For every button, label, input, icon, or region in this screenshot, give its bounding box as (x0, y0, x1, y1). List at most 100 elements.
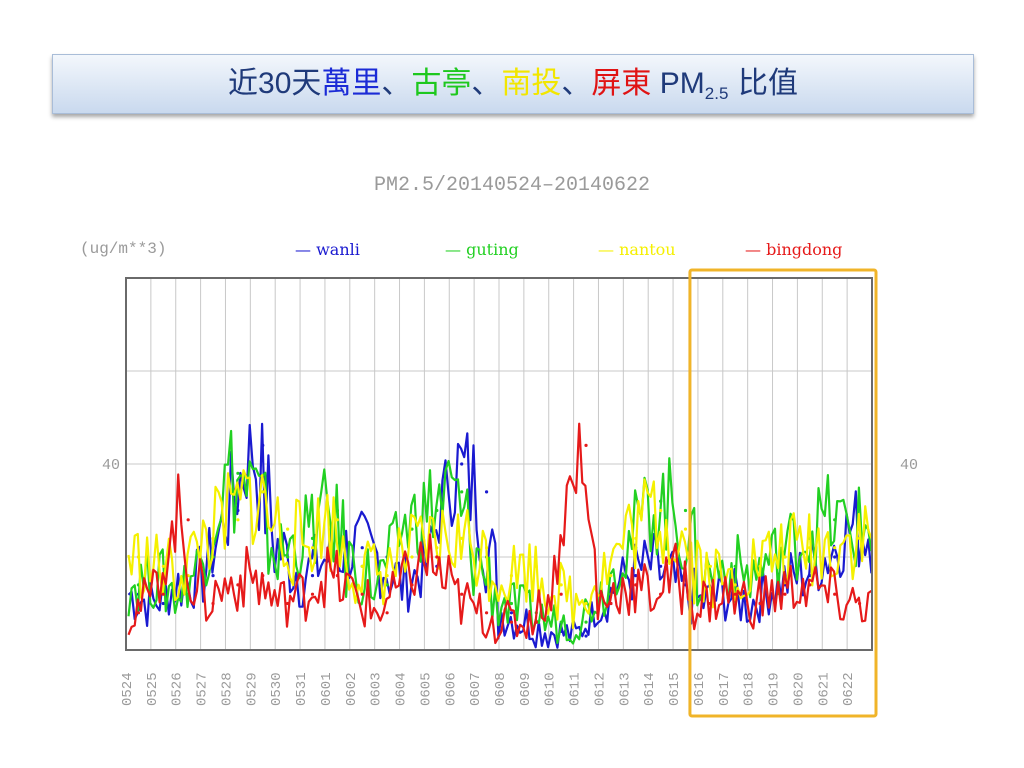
data-point-bingdong (733, 592, 737, 596)
data-point-bingdong (286, 601, 290, 606)
legend-label-nantou: nantou (619, 240, 676, 259)
data-point-nantou (385, 574, 389, 578)
data-point-bingdong (559, 592, 563, 596)
plot-frame (125, 277, 873, 651)
data-point-bingdong (534, 620, 538, 624)
data-point-bingdong (310, 592, 315, 596)
data-point-wanli (236, 508, 240, 513)
x-tick-label: 0606 (443, 672, 459, 706)
data-point-bingdong (634, 583, 638, 587)
x-tick-label: 0613 (617, 672, 633, 706)
data-point-guting (236, 471, 240, 475)
series-line-bingdong (127, 422, 873, 645)
x-tick-label: 0525 (145, 672, 161, 706)
title-part-11: 2.5 (704, 84, 729, 103)
data-point-nantou (584, 601, 588, 606)
data-point-wanli (460, 462, 464, 466)
data-point-wanli (161, 601, 165, 606)
title-part-5: 古亭 (411, 66, 472, 101)
legend-item-guting: — guting (445, 240, 519, 259)
data-point-wanli (509, 611, 514, 615)
data-point-nantou (310, 546, 315, 550)
data-point-guting (659, 499, 663, 503)
data-point-nantou (808, 546, 812, 550)
title-part-9: 屏東 (591, 66, 652, 101)
legend-swatch-guting: — (445, 240, 461, 259)
title-part-12: 比值 (728, 66, 798, 101)
data-point-bingdong (857, 601, 862, 606)
data-point-nantou (335, 518, 339, 522)
data-point-bingdong (484, 611, 489, 615)
x-tick-label: 0530 (269, 672, 285, 706)
data-point-wanli (634, 574, 638, 578)
data-point-bingdong (360, 592, 364, 596)
data-point-bingdong (261, 574, 265, 578)
data-point-nantou (683, 527, 688, 531)
data-point-bingdong (460, 592, 464, 596)
data-point-nantou (286, 527, 290, 531)
x-tick-label: 0622 (841, 672, 857, 706)
data-point-guting (733, 564, 737, 568)
x-tick-label: 0526 (170, 672, 186, 706)
x-tick-label: 0612 (592, 672, 608, 706)
x-tick-label: 0616 (692, 672, 708, 706)
x-tick-label: 0528 (219, 672, 235, 706)
legend-item-wanli: — wanli (295, 240, 360, 259)
title-part-1: 30 (258, 67, 292, 100)
data-point-guting (509, 601, 514, 606)
data-point-nantou (211, 536, 215, 541)
data-point-guting (584, 620, 588, 624)
legend-label-wanli: wanli (316, 240, 360, 259)
data-point-nantou (857, 536, 862, 541)
data-point-guting (335, 508, 339, 513)
data-point-wanli (211, 574, 215, 578)
data-point-nantou (609, 574, 613, 578)
data-point-nantou (534, 564, 538, 568)
data-point-wanli (659, 564, 663, 568)
data-point-guting (286, 555, 290, 559)
data-point-bingdong (236, 583, 240, 587)
highlight-box (688, 268, 878, 718)
x-tick-label: 0611 (568, 672, 584, 706)
data-point-nantou (509, 574, 514, 578)
data-point-bingdong (509, 620, 514, 624)
title-part-10: PM (651, 67, 705, 100)
data-point-nantou (708, 564, 712, 568)
x-tick-label: 0524 (120, 672, 136, 706)
x-tick-label: 0619 (767, 672, 783, 706)
data-point-bingdong (758, 601, 762, 606)
legend-label-bingdong: bingdong (766, 240, 843, 259)
data-point-bingdong (783, 592, 787, 596)
data-point-bingdong (410, 583, 414, 587)
x-tick-label: 0621 (816, 672, 832, 706)
data-point-bingdong (385, 611, 389, 615)
legend-swatch-wanli: — (295, 240, 311, 259)
data-point-guting (310, 536, 315, 541)
data-point-bingdong (335, 574, 339, 578)
data-point-nantou (435, 546, 439, 550)
series-line-wanli (127, 422, 873, 649)
title-part-4: 、 (381, 66, 412, 101)
x-tick-label: 0527 (195, 672, 211, 706)
title-part-3: 萬里 (321, 66, 382, 101)
x-tick-label: 0617 (717, 672, 733, 706)
slide-title: 近30天萬里、古亭、南投、屏東 PM2.5 比值 (52, 54, 974, 114)
data-point-nantou (733, 583, 737, 587)
data-point-nantou (136, 555, 141, 559)
x-tick-label: 0608 (493, 672, 509, 706)
data-point-wanli (833, 555, 837, 559)
data-point-bingdong (136, 611, 141, 615)
series-line-nantou (127, 469, 873, 630)
data-point-bingdong (186, 518, 190, 522)
title-part-6: 、 (471, 66, 502, 101)
data-point-guting (385, 583, 389, 587)
x-tick-label: 0620 (791, 672, 807, 706)
legend-label-guting: guting (466, 240, 519, 259)
data-point-nantou (484, 546, 489, 550)
x-tick-label: 0618 (742, 672, 758, 706)
x-tick-label: 0615 (667, 672, 683, 706)
data-point-guting (435, 508, 439, 513)
x-tick-label: 0531 (294, 672, 310, 706)
y-tick-label-left: 40 (102, 457, 120, 474)
